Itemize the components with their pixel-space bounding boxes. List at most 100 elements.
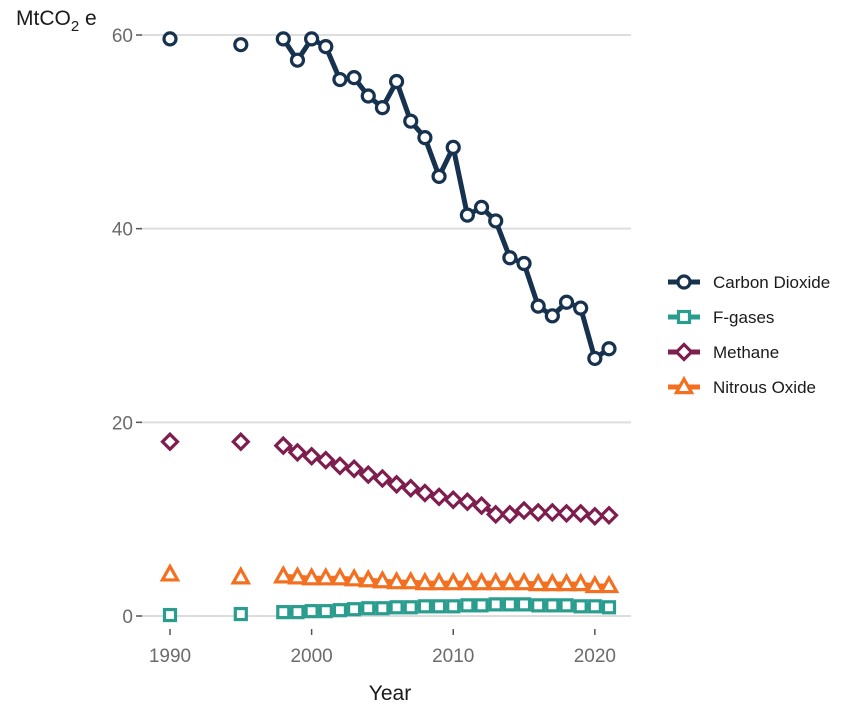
data-point-f-gases (389, 600, 404, 615)
data-point-nitrous-oxide (428, 571, 450, 591)
data-point-f-gases (276, 605, 291, 620)
data-point-carbon-dioxide (573, 300, 589, 316)
data-point-methane (415, 483, 435, 503)
data-point-carbon-dioxide (360, 88, 376, 104)
data-point-nitrous-oxide (598, 574, 620, 594)
data-point-nitrous-oxide (414, 571, 436, 591)
data-point-f-gases (545, 598, 560, 613)
y-tick-label: 20 (112, 413, 133, 434)
data-point-methane (542, 502, 563, 523)
legend-item-carbon-dioxide: Carbon Dioxide (668, 273, 830, 292)
series-f-gases (162, 597, 617, 623)
data-point-nitrous-oxide (499, 571, 521, 591)
data-point-nitrous-oxide (542, 572, 563, 592)
legend-label: Nitrous Oxide (713, 378, 816, 397)
data-point-methane (287, 442, 308, 463)
data-point-carbon-dioxide (332, 71, 348, 88)
y-tick-label: 60 (112, 26, 133, 47)
data-point-methane (514, 500, 534, 521)
data-point-f-gases (162, 607, 178, 623)
data-point-carbon-dioxide (587, 350, 603, 367)
data-point-carbon-dioxide (388, 73, 405, 90)
data-point-carbon-dioxide (403, 113, 419, 129)
data-point-methane (372, 468, 393, 489)
data-point-f-gases (516, 597, 532, 612)
data-point-nitrous-oxide (301, 566, 322, 586)
data-point-nitrous-oxide (372, 569, 393, 589)
data-point-nitrous-oxide (584, 574, 606, 594)
data-point-carbon-dioxide (473, 199, 490, 215)
data-point-nitrous-oxide (287, 565, 308, 585)
data-point-f-gases (460, 598, 475, 613)
data-point-nitrous-oxide (527, 572, 549, 592)
data-point-methane (528, 502, 548, 523)
y-axis-ticks: 0 20 40 60 (112, 26, 142, 628)
data-point-carbon-dioxide (417, 130, 433, 146)
data-point-nitrous-oxide (457, 571, 478, 591)
gridlines (140, 34, 631, 617)
data-point-carbon-dioxide (431, 168, 447, 184)
x-tick-label: 2010 (432, 646, 474, 667)
data-point-f-gases (304, 604, 319, 619)
legend: Carbon Dioxide F-gases Methane Nitrous Oxid… (668, 273, 830, 397)
data-point-methane (344, 459, 364, 479)
data-point-nitrous-oxide (386, 570, 407, 590)
legend-label: Carbon Dioxide (713, 273, 830, 292)
data-point-carbon-dioxide (516, 255, 532, 272)
data-point-nitrous-oxide (485, 571, 507, 591)
data-point-nitrous-oxide (471, 571, 492, 591)
data-point-methane (400, 478, 421, 498)
data-point-carbon-dioxide (289, 52, 306, 68)
data-point-methane (471, 495, 492, 516)
data-point-carbon-dioxide (445, 139, 461, 155)
data-point-nitrous-oxide (329, 566, 351, 586)
legend-swatch-marker (676, 274, 692, 290)
data-point-methane (599, 505, 619, 526)
y-axis-title: MtCO2 e (16, 7, 97, 35)
data-point-nitrous-oxide (400, 570, 422, 590)
data-point-f-gases (318, 604, 333, 619)
data-point-nitrous-oxide (159, 563, 181, 582)
data-point-f-gases (233, 606, 248, 622)
data-point-methane (273, 435, 294, 456)
series-line-methane (282, 443, 610, 519)
series-nitrous-oxide (159, 563, 620, 594)
series-layer (159, 31, 620, 623)
data-point-methane (160, 431, 180, 452)
legend-item-methane: Methane (668, 342, 779, 362)
data-point-methane (358, 464, 379, 485)
data-point-carbon-dioxide (544, 308, 560, 324)
data-point-f-gases (403, 600, 418, 615)
data-point-f-gases (488, 597, 503, 612)
data-point-carbon-dioxide (374, 100, 391, 116)
data-point-methane (457, 491, 478, 512)
data-point-carbon-dioxide (304, 31, 320, 47)
series-line-carbon-dioxide (281, 36, 611, 361)
data-point-methane (330, 456, 350, 476)
data-point-methane (556, 503, 577, 524)
x-tick-label: 2020 (574, 646, 616, 667)
legend-swatch-marker (676, 309, 692, 325)
legend-swatch-marker (674, 342, 694, 362)
data-point-methane (386, 474, 407, 495)
data-point-methane (570, 503, 591, 524)
legend-label: Methane (713, 343, 779, 362)
y-tick-label: 0 (122, 607, 133, 628)
x-tick-label: 2000 (290, 646, 332, 667)
data-point-nitrous-oxide (272, 565, 294, 584)
y-axis-title-main: MtCO (16, 7, 71, 30)
data-point-carbon-dioxide (318, 39, 334, 55)
data-point-carbon-dioxide (488, 213, 504, 229)
data-point-nitrous-oxide (315, 566, 337, 586)
data-point-carbon-dioxide (233, 37, 249, 53)
x-axis-title: Year (369, 682, 411, 705)
data-point-f-gases (531, 598, 546, 613)
data-point-methane (301, 446, 322, 466)
series-methane (160, 431, 619, 527)
data-point-carbon-dioxide (558, 294, 575, 310)
data-point-nitrous-oxide (357, 568, 379, 588)
data-point-f-gases (361, 601, 376, 616)
legend-item-nitrous-oxide: Nitrous Oxide (668, 375, 816, 397)
data-point-methane (231, 431, 251, 452)
